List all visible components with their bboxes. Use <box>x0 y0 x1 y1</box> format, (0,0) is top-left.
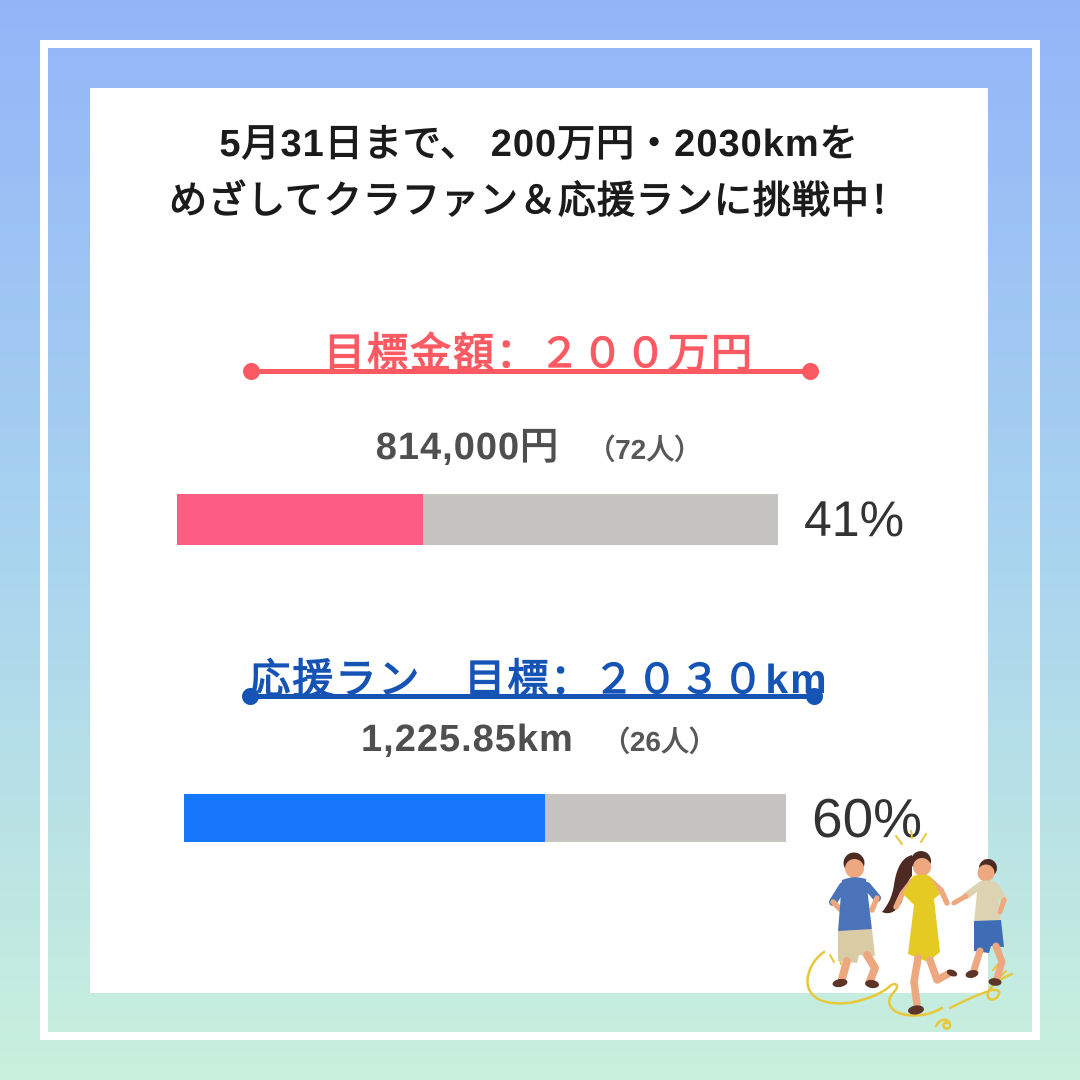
run-amount-row: 1,225.85km （26人） <box>90 718 988 761</box>
runner-blue-shirt <box>829 852 881 989</box>
funding-progress-fill <box>177 493 424 545</box>
funding-current-amount: 814,000円 <box>375 426 560 468</box>
runner-beige-shirt <box>951 859 1008 986</box>
run-progress-row: 60% <box>184 786 922 850</box>
funding-goal-heading: 目標金額：２００万円 <box>324 330 754 376</box>
white-border-frame <box>40 40 1040 1040</box>
page-title: 5月31日まで、 200万円・2030kmを めざしてクラファン＆応援ランに挑戦… <box>90 116 988 230</box>
run-percent-label: 60% <box>812 787 923 849</box>
title-line-2: めざしてクラファン＆応援ランに挑戦中！ <box>169 180 909 222</box>
funding-progress-track <box>177 493 778 545</box>
swirl-decorations <box>806 830 1014 1030</box>
infographic-card: 5月31日まで、 200万円・2030kmを めざしてクラファン＆応援ランに挑戦… <box>90 88 988 993</box>
funding-amount-row: 814,000円 （72人） <box>90 415 988 470</box>
funding-progress-row: 41% <box>177 490 904 548</box>
runner-yellow-dress <box>882 851 958 1015</box>
three-runners-illustration <box>806 830 1014 1030</box>
title-line-1: 5月31日まで、 200万円・2030kmを <box>219 123 859 165</box>
run-progress-fill <box>184 794 546 842</box>
funding-heading-underline <box>243 363 819 380</box>
run-current-distance: 1,225.85km <box>361 718 574 760</box>
funding-percent-label: 41% <box>804 491 905 547</box>
run-progress-track <box>184 794 786 842</box>
run-supporter-count: （26人） <box>601 726 717 757</box>
funding-supporter-count: （72人） <box>587 434 703 465</box>
run-heading-underline <box>242 688 823 705</box>
